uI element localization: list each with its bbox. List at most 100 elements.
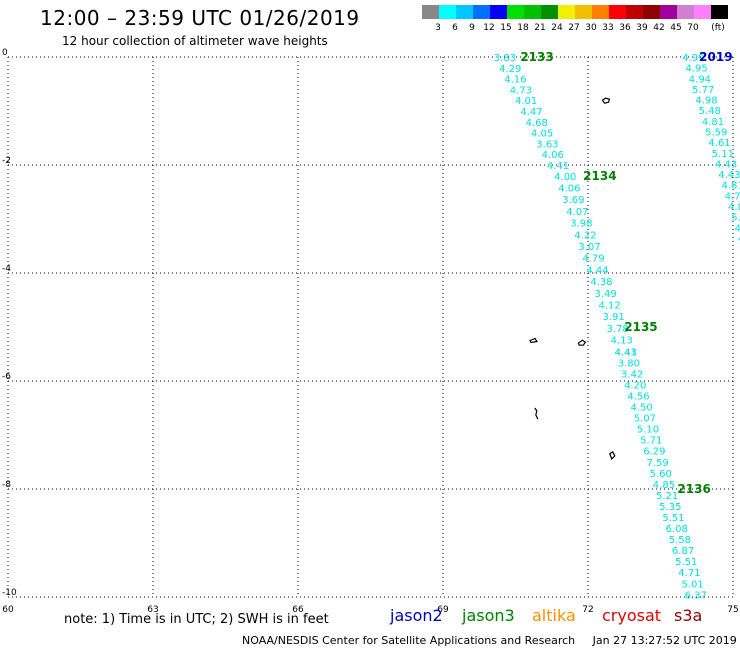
legend-label: 24 (551, 23, 563, 33)
legend-label: 39 (636, 23, 648, 33)
wave-height-value: 5.48 (699, 106, 721, 117)
wave-height-value: 5.35 (659, 502, 681, 513)
wave-height-value: 4.71 (678, 568, 700, 579)
y-tick-label: -2 (2, 156, 11, 166)
legend-unit-label: (ft) (711, 23, 725, 33)
island-outline (577, 339, 587, 346)
wave-height-value: 4.12 (598, 301, 620, 312)
wave-height-value: 4.68 (526, 118, 548, 129)
x-tick-label: 63 (147, 605, 158, 615)
wave-height-value: 3.49 (594, 289, 616, 300)
wave-height-value: 4.95 (686, 64, 708, 75)
track-orbit-label: 2135 (624, 320, 657, 334)
wave-height-value: 4.16 (504, 75, 526, 86)
wave-height-value: 4.01 (515, 96, 537, 107)
wave-height-value: 4.79 (582, 254, 604, 265)
wave-height-value: 4.98 (695, 96, 717, 107)
wave-height-value: 3.07 (578, 242, 600, 253)
satellite-label-cryosat: cryosat (602, 606, 662, 625)
wave-height-value: 4.43 (718, 170, 740, 181)
track-orbit-label: 2136 (677, 482, 710, 496)
wave-height-value: 4.73 (510, 85, 532, 96)
wave-height-value: 4.81 (702, 117, 724, 128)
legend-swatch (524, 5, 541, 19)
wave-height-value: 4.50 (631, 403, 653, 414)
satellite-label-altika: altika (532, 606, 576, 625)
wave-height-value: 4.43 (615, 347, 637, 358)
wave-height-value: 4.20 (624, 380, 646, 391)
legend-swatch (558, 5, 575, 19)
wave-height-value: 6.37 (685, 590, 707, 601)
island-outline (534, 407, 539, 420)
wave-height-value: 6.29 (643, 447, 665, 458)
x-tick-label: 60 (2, 605, 14, 615)
legend-label: 12 (483, 23, 495, 33)
x-tick-label: 75 (727, 605, 738, 615)
wave-height-value: 4.41 (615, 347, 637, 358)
satellite-label-s3a: s3a (674, 606, 703, 625)
legend-swatch (473, 5, 490, 19)
legend-swatch (609, 5, 626, 19)
track-orbit-label: 2134 (583, 169, 616, 183)
legend-swatch (490, 5, 507, 19)
legend-swatch (660, 5, 677, 19)
legend-label: 27 (568, 23, 580, 33)
wave-height-value: 4.1 (735, 223, 740, 234)
legend-swatch (439, 5, 456, 19)
island-outline (529, 337, 539, 344)
wave-height-value: 7.59 (646, 458, 668, 469)
wave-height-value: 5.77 (692, 85, 714, 96)
wave-height-value: 4.38 (590, 277, 612, 288)
wave-height-value: 4.13 (611, 336, 633, 347)
legend-label: 18 (517, 23, 529, 33)
wave-height-value: 3.98 (570, 219, 592, 230)
wave-height-value: 4.81 (721, 181, 740, 192)
legend-swatch (711, 5, 728, 19)
wave-height-value: 3.63 (536, 139, 558, 150)
legend-swatch (575, 5, 592, 19)
y-tick-label: -4 (2, 264, 11, 274)
wave-height-value: 5.59 (705, 127, 727, 138)
legend-label: 36 (619, 23, 631, 33)
wave-height-value: 5.51 (662, 513, 684, 524)
y-tick-label: -8 (2, 480, 11, 490)
wave-height-value: 5.0 (731, 213, 740, 224)
wave-height-value: 4.00 (554, 172, 576, 183)
wave-height-value: 5.21 (656, 491, 678, 502)
wave-height-value: 4.29 (499, 64, 521, 75)
wave-height-value: 4.41 (547, 161, 569, 172)
legend-label: 6 (452, 23, 458, 33)
wave-height-value: 4.85 (653, 480, 675, 491)
wave-height-value: 5.60 (650, 469, 672, 480)
x-tick-label: 66 (292, 605, 304, 615)
legend-swatch (456, 5, 473, 19)
track-orbit-label: 2133 (520, 50, 553, 64)
legend-swatch (507, 5, 524, 19)
island-outline (601, 97, 611, 104)
y-tick-label: 0 (2, 48, 8, 58)
y-tick-label: -10 (2, 588, 17, 598)
wave-height-value: 4.47 (520, 107, 542, 118)
wave-height-value: 5.10 (637, 425, 659, 436)
wave-height-value: 4.06 (542, 150, 564, 161)
satellite-label-jason2: jason2 (390, 606, 443, 625)
legend-label: 9 (469, 23, 475, 33)
legend-label: 3 (435, 23, 441, 33)
page-subtitle: 12 hour collection of altimeter wave hei… (62, 34, 328, 48)
wave-height-value: 3.42 (621, 369, 643, 380)
wave-height-value: 6.87 (672, 546, 694, 557)
wave-height-value: 4.61 (708, 138, 730, 149)
wave-height-value: 4 (738, 234, 740, 245)
legend-swatch (677, 5, 694, 19)
island-outline (609, 451, 616, 460)
track-orbit-label: 2019 (699, 50, 732, 64)
wave-height-value: 3.83 (494, 53, 516, 64)
credit-line: NOAA/NESDIS Center for Satellite Applica… (242, 634, 737, 647)
wave-height-value: 4.44 (586, 265, 608, 276)
wave-height-value: 3.91 (603, 312, 625, 323)
x-tick-label: 69 (437, 605, 449, 615)
legend-label: 45 (670, 23, 682, 33)
page-title: 12:00 – 23:59 UTC 01/26/2019 (40, 6, 360, 30)
